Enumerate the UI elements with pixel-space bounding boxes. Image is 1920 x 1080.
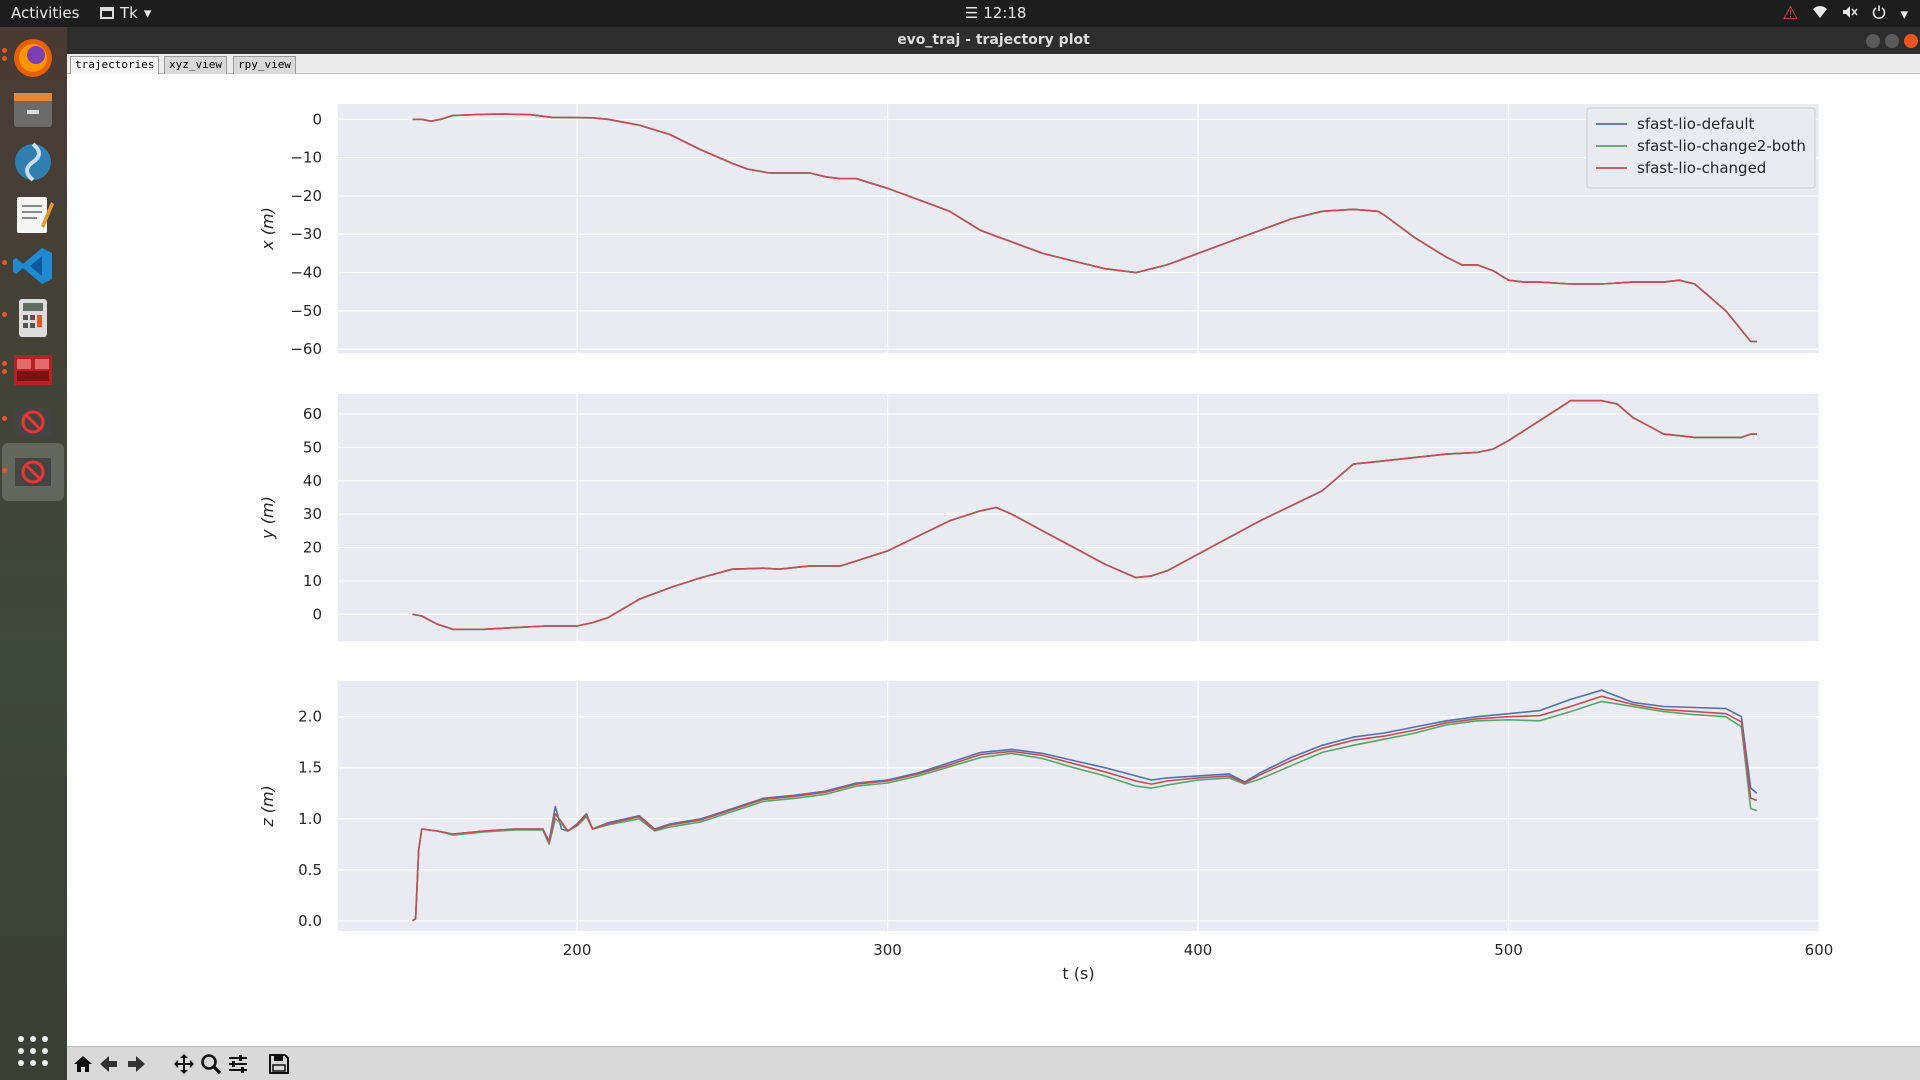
firefox-icon[interactable] bbox=[9, 34, 57, 82]
y-tick-label: −30 bbox=[290, 225, 322, 243]
stopped-app-icon[interactable] bbox=[2, 443, 64, 501]
chevron-down-icon: ▾ bbox=[143, 4, 152, 22]
legend-label: sfast-lio-default bbox=[1637, 115, 1754, 133]
chevron-down-icon: ▾ bbox=[1900, 4, 1908, 23]
y-axis-label: y (m) bbox=[258, 496, 277, 540]
y-tick-label: 50 bbox=[303, 438, 322, 456]
legend-label: sfast-lio-changed bbox=[1637, 159, 1766, 177]
app-icon[interactable] bbox=[9, 138, 57, 186]
forward-icon[interactable] bbox=[123, 1051, 149, 1077]
volume-muted-icon bbox=[1842, 5, 1859, 23]
y-tick-label: 0.0 bbox=[298, 912, 322, 930]
close-icon[interactable] bbox=[1904, 34, 1918, 48]
legend-box bbox=[1586, 107, 1816, 189]
y-tick-label: 2.0 bbox=[298, 708, 322, 726]
maximize-icon[interactable] bbox=[1885, 34, 1899, 48]
clock[interactable]: ☰ 12:18 bbox=[965, 4, 1026, 22]
files-icon[interactable] bbox=[9, 86, 57, 134]
back-icon[interactable] bbox=[96, 1051, 122, 1077]
axes-background bbox=[338, 394, 1819, 641]
calculator-icon[interactable] bbox=[9, 294, 57, 342]
app-menu-icon bbox=[100, 7, 114, 19]
y-tick-label: −60 bbox=[290, 340, 322, 358]
plot-toolbar bbox=[67, 1046, 1920, 1080]
stopped-app-icon[interactable] bbox=[9, 398, 57, 446]
trajectory-chart: 0 −10 −20 −30 −40 −50 −60 x (m) 0 10 20 30 40 50 60 y (… bbox=[258, 104, 1834, 983]
x-tick-label: 400 bbox=[1184, 941, 1213, 959]
clock-time: 12:18 bbox=[983, 4, 1027, 22]
system-tray[interactable]: ⚠ ▾ bbox=[1782, 3, 1908, 24]
app-menu[interactable]: Tk ▾ bbox=[100, 4, 151, 22]
axes-background bbox=[338, 681, 1819, 931]
y-tick-label: 60 bbox=[303, 405, 322, 423]
window-title-bar[interactable]: evo_traj - trajectory plot bbox=[67, 27, 1920, 54]
y-tick-label: 30 bbox=[303, 505, 322, 523]
app-menu-label: Tk bbox=[120, 4, 138, 22]
x-tick-label: 300 bbox=[873, 941, 902, 959]
notification-icon: ☰ bbox=[965, 4, 979, 22]
y-tick-label: 0.5 bbox=[298, 861, 322, 879]
y-tick-label: −20 bbox=[290, 187, 322, 205]
app-grid-icon[interactable] bbox=[9, 1027, 57, 1075]
y-tick-label: −40 bbox=[290, 264, 322, 282]
y-tick-label: 20 bbox=[303, 539, 322, 557]
y-tick-label: 40 bbox=[303, 472, 322, 490]
configure-icon[interactable] bbox=[225, 1051, 251, 1077]
window-title: evo_traj - trajectory plot bbox=[897, 32, 1090, 48]
vscode-icon[interactable] bbox=[9, 242, 57, 290]
activities-button[interactable]: Activities bbox=[11, 4, 80, 22]
dock bbox=[0, 27, 67, 1080]
series-line-sfast-lio-changed bbox=[412, 399, 1757, 631]
x-axis-label: t (s) bbox=[1062, 964, 1094, 983]
y-tick-label: 0 bbox=[312, 110, 322, 128]
tab-bar: trajectories xyz_view rpy_view bbox=[67, 54, 1920, 74]
series-line-sfast-lio-changed bbox=[412, 695, 1758, 922]
tab-xyz-view[interactable]: xyz_view bbox=[164, 56, 227, 74]
minimize-icon[interactable] bbox=[1866, 34, 1880, 48]
y-axis-label: z (m) bbox=[258, 785, 277, 828]
x-tick-label: 500 bbox=[1494, 941, 1523, 959]
plot-area: 0 −10 −20 −30 −40 −50 −60 x (m) 0 10 20 30 40 50 60 y (… bbox=[67, 74, 1920, 1046]
power-icon bbox=[1872, 5, 1886, 23]
zoom-icon[interactable] bbox=[198, 1051, 224, 1077]
warning-icon[interactable]: ⚠ bbox=[1782, 3, 1799, 24]
tab-trajectories[interactable]: trajectories bbox=[70, 56, 160, 74]
legend-label: sfast-lio-change2-both bbox=[1637, 137, 1806, 155]
wifi-icon bbox=[1812, 5, 1828, 23]
x-tick-label: 200 bbox=[563, 941, 592, 959]
series-line-sfast-lio-changed bbox=[412, 113, 1757, 343]
y-tick-label: 1.0 bbox=[298, 810, 322, 828]
top-bar: Activities Tk ▾ ☰ 12:18 ⚠ ▾ bbox=[0, 0, 1920, 27]
tab-rpy-view[interactable]: rpy_view bbox=[233, 56, 296, 74]
series-line-sfast-lio-default bbox=[412, 689, 1758, 922]
y-tick-label: 0 bbox=[312, 605, 322, 623]
y-tick-label: 1.5 bbox=[298, 759, 322, 777]
pan-icon[interactable] bbox=[171, 1051, 197, 1077]
x-tick-label: 600 bbox=[1805, 941, 1834, 959]
y-tick-label: 10 bbox=[303, 572, 322, 590]
axes-background bbox=[338, 104, 1819, 353]
home-icon[interactable] bbox=[70, 1051, 96, 1077]
y-tick-label: −50 bbox=[290, 302, 322, 320]
series-line-sfast-lio-change2-both bbox=[412, 700, 1758, 922]
y-axis-label: x (m) bbox=[258, 207, 277, 251]
video-app-icon[interactable] bbox=[9, 346, 57, 394]
save-icon[interactable] bbox=[266, 1051, 292, 1077]
text-editor-icon[interactable] bbox=[9, 190, 57, 238]
y-tick-label: −10 bbox=[290, 149, 322, 167]
